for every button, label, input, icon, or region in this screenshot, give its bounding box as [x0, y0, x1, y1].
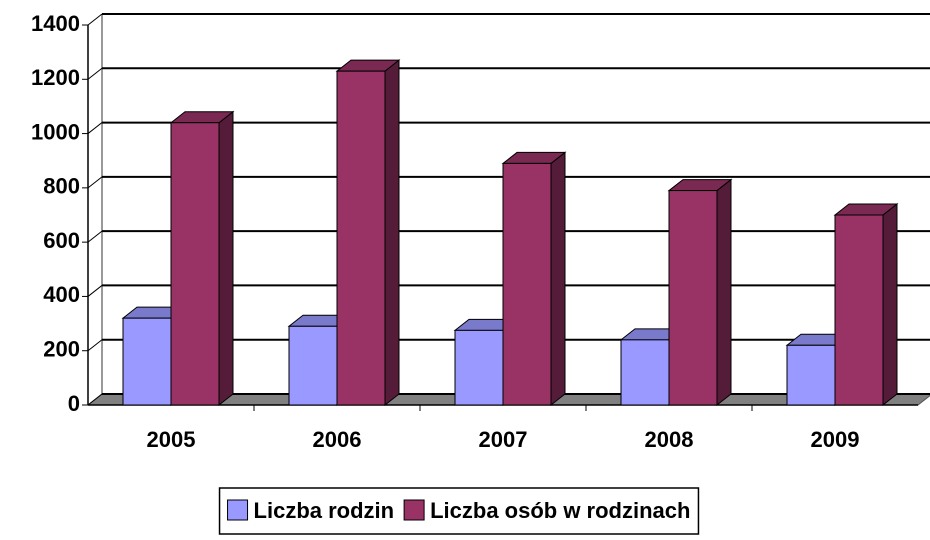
x-tick-label: 2009	[811, 427, 860, 452]
bar-front	[668, 190, 718, 406]
bar	[335, 59, 401, 407]
bar-side	[384, 59, 400, 407]
grid-line-side	[87, 176, 103, 189]
grid-line-side	[87, 393, 103, 406]
y-tick-label: 1400	[31, 11, 80, 36]
bar-front	[620, 339, 670, 406]
bar-front	[786, 344, 836, 406]
bar-front	[170, 122, 220, 406]
legend-swatch	[403, 499, 425, 521]
bar-side	[882, 202, 898, 407]
y-tick-label: 1000	[31, 119, 80, 144]
bar-front	[122, 317, 172, 406]
x-tick-label: 2007	[479, 427, 528, 452]
x-tick-label: 2008	[645, 427, 694, 452]
y-tick-label: 0	[68, 391, 80, 416]
grid-line-side	[87, 230, 103, 243]
bar-front	[834, 214, 884, 406]
bar-side	[218, 110, 234, 407]
bar-side	[716, 178, 732, 407]
y-tick-label: 1200	[31, 65, 80, 90]
grid-line-side	[87, 285, 103, 297]
legend-swatch	[227, 499, 249, 521]
y-tick-label: 200	[43, 337, 80, 362]
y-tick-label: 800	[43, 174, 80, 199]
bar-front	[336, 70, 386, 406]
bar-front	[454, 329, 504, 406]
grid-line-side	[87, 122, 103, 134]
bar	[501, 151, 567, 407]
legend-label: Liczba osób w rodzinach	[430, 498, 690, 523]
y-tick-label: 600	[43, 228, 80, 253]
grid-line-side	[87, 339, 103, 352]
grid-line-side	[87, 13, 103, 26]
x-tick-label: 2005	[147, 427, 196, 452]
bar	[169, 110, 235, 407]
legend-box	[218, 487, 700, 535]
bar-side	[550, 151, 566, 407]
grid-line-side	[87, 67, 103, 80]
bar	[667, 178, 733, 407]
y-tick-label: 400	[43, 282, 80, 307]
legend-label: Liczba rodzin	[254, 498, 395, 523]
bar-front	[288, 325, 338, 406]
bar	[833, 202, 899, 407]
legend: Liczba rodzin Liczba osób w rodzinach	[218, 487, 700, 535]
bar-front	[502, 162, 552, 406]
x-tick-label: 2006	[313, 427, 362, 452]
